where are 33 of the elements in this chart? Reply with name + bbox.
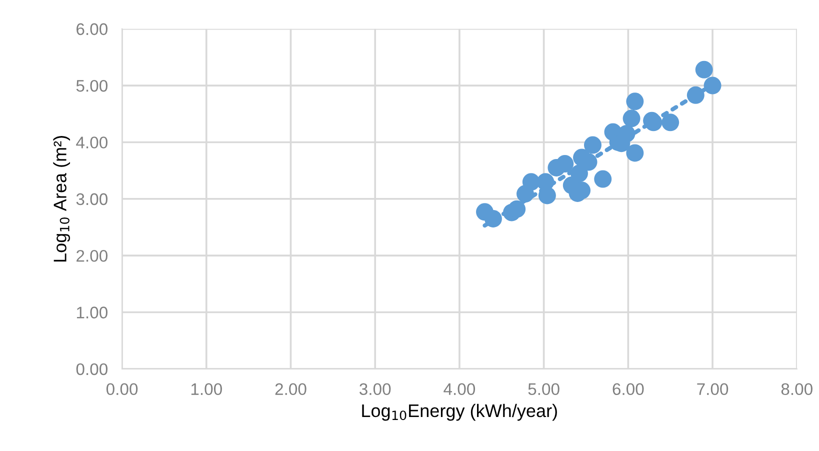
point <box>570 164 588 182</box>
point <box>686 86 704 104</box>
point <box>538 186 556 204</box>
x-tick-label: 4.00 <box>444 383 476 396</box>
x-tick-label: 3.00 <box>360 383 391 396</box>
y-tick-label: 3.00 <box>76 193 108 206</box>
y-tick-label: 5.00 <box>76 80 108 92</box>
x-tick-label: 7.00 <box>697 383 728 396</box>
point <box>695 60 713 78</box>
y-tick-label: 6.00 <box>76 23 108 36</box>
point <box>662 114 680 132</box>
x-tick-label: 8.00 <box>781 383 812 396</box>
point <box>594 170 612 188</box>
y-tick-label: 0.00 <box>76 363 108 376</box>
y-tick-label: 1.00 <box>76 306 108 318</box>
point <box>484 210 502 228</box>
y-tick-label: 4.00 <box>76 136 108 148</box>
x-tick-label: 1.00 <box>191 383 222 396</box>
y-axis-title: Log$_{10}$ Area (m²) <box>53 136 70 262</box>
point <box>626 144 644 162</box>
x-tick-label: 5.00 <box>528 383 560 396</box>
point <box>522 173 540 191</box>
point <box>584 136 602 154</box>
y-tick-label: 2.00 <box>76 250 108 262</box>
point <box>626 92 644 110</box>
point <box>704 76 722 94</box>
x-axis-title: Log$_{10}$Energy (kWh/year) <box>362 404 557 421</box>
x-tick-label: 2.00 <box>275 383 306 396</box>
x-tick-label: 6.00 <box>612 383 644 396</box>
point <box>622 110 640 128</box>
point <box>508 200 526 218</box>
x-tick-label: 0.00 <box>106 383 138 396</box>
point <box>556 155 574 173</box>
